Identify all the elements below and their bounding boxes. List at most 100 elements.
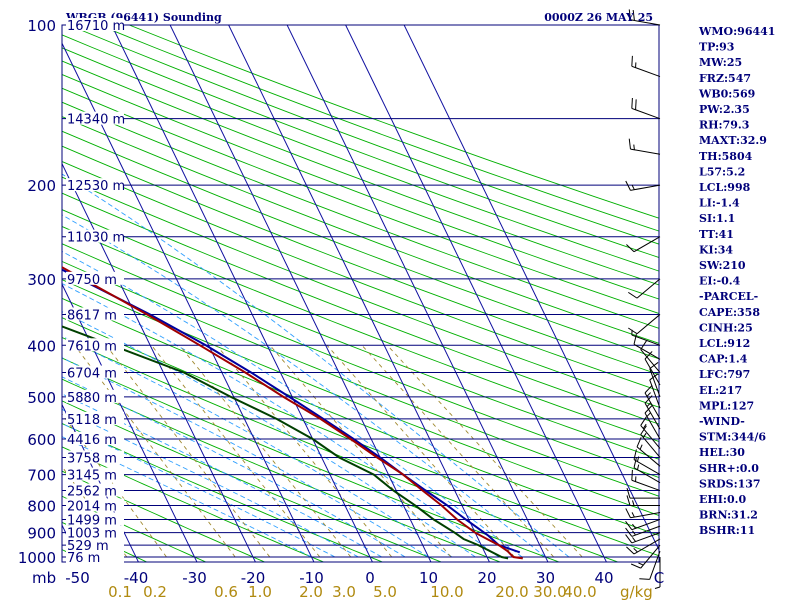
- wind-barb-half-flag: [632, 537, 636, 542]
- pressure-tick-label: 500: [27, 389, 56, 407]
- dry-adiabat: [62, 145, 659, 376]
- pressure-tick-label: 200: [27, 177, 56, 195]
- height-label-bg: [66, 389, 124, 403]
- wind-barb-half-flag: [631, 512, 635, 518]
- wind-barb-shaft: [631, 65, 661, 78]
- pressure-tick-label: 600: [27, 431, 56, 449]
- moist-adiabat: [62, 173, 570, 558]
- mixing-ratio-label: 10.0: [430, 583, 463, 600]
- mixing-ratio-label: 1.0: [248, 583, 272, 600]
- height-label: 14340 m: [67, 113, 125, 128]
- dry-adiabat: [62, 378, 502, 562]
- labels: WBGB (96441) Sounding 0000Z 26 MAY 251002…: [18, 11, 776, 600]
- height-label: 8617 m: [67, 308, 117, 323]
- isotherm: [111, 25, 373, 562]
- wind-barb-flag: [626, 495, 631, 506]
- pressure-tick-label: 900: [27, 525, 56, 543]
- sounding-index: CAPE:358: [699, 306, 760, 319]
- wind-barb-shaft: [644, 358, 661, 386]
- background-lines: [62, 25, 659, 562]
- sounding-index: EL:217: [699, 384, 742, 397]
- sounding-index: MAXT:32.9: [699, 134, 767, 147]
- sounding-index: MPL:127: [699, 399, 754, 412]
- wind-barb-flag: [633, 334, 637, 345]
- wind-barbs: [625, 9, 661, 589]
- wind-barb-half-flag: [639, 444, 643, 450]
- mixing-ratio-line: [216, 345, 393, 558]
- wind-barb-flag: [632, 10, 635, 21]
- wind-barb-half-flag: [646, 392, 651, 397]
- mixing-ratio-label: 0.6: [214, 583, 238, 600]
- wind-barb: [631, 97, 661, 120]
- dry-adiabat: [62, 209, 659, 442]
- height-label-bg: [66, 271, 124, 285]
- sounding-index: STM:344/6: [699, 431, 766, 444]
- height-label: 5118 m: [67, 413, 117, 428]
- height-label-bg: [66, 538, 124, 552]
- dry-adiabat: [62, 317, 659, 557]
- dry-adiabat: [62, 225, 659, 460]
- wind-barb: [626, 538, 661, 555]
- dry-adiabat: [62, 446, 325, 562]
- sounding-time: 0000Z 26 MAY 25: [544, 11, 653, 24]
- wind-barb-shaft: [631, 525, 661, 537]
- sounding-index: -WIND-: [699, 415, 745, 428]
- height-label-bg: [66, 365, 124, 379]
- isotherm: [345, 25, 607, 562]
- wind-barb-shaft: [649, 550, 661, 580]
- height-label-bg: [66, 550, 124, 563]
- wind-barb-half-flag: [632, 500, 635, 506]
- height-label-bg: [66, 483, 124, 497]
- wind-barb-flag: [639, 578, 650, 580]
- height-label: 1003 m: [67, 527, 117, 542]
- wind-barb-shaft: [636, 446, 661, 467]
- wind-barb: [631, 55, 661, 78]
- temperature-trace: [62, 266, 523, 560]
- moist-adiabat: [62, 214, 546, 558]
- sounding-index: TP:93: [699, 41, 734, 54]
- dry-adiabat: [62, 297, 659, 536]
- sounding-index: WB0:569: [698, 87, 755, 100]
- sounding-index: MW:25: [699, 56, 742, 69]
- wind-barb-flag: [625, 508, 631, 518]
- wind-barb: [633, 449, 661, 476]
- wind-barb-flag: [628, 138, 631, 150]
- wind-barb: [649, 362, 661, 398]
- sounding-index: LCL:998: [699, 181, 751, 194]
- profiles: [62, 266, 523, 560]
- temperature-tick-label: -20: [241, 569, 266, 587]
- wind-barb: [630, 544, 661, 569]
- dry-adiabat: [62, 357, 561, 562]
- wind-barb-shaft: [636, 278, 661, 299]
- dry-adiabat: [62, 495, 207, 562]
- wind-barb-flag: [644, 384, 653, 394]
- height-label: 3145 m: [67, 469, 117, 484]
- dry-adiabat: [62, 60, 659, 286]
- wind-barb-flag: [630, 563, 641, 569]
- wind-barb-half-flag: [632, 530, 636, 536]
- moist-adiabat: [62, 335, 453, 558]
- height-label: 2014 m: [67, 499, 117, 514]
- wind-barb: [628, 314, 661, 335]
- dry-adiabat: [62, 34, 659, 258]
- moist-adiabat: [62, 376, 406, 558]
- sounding-index: EHI:0.0: [699, 493, 746, 506]
- isotherm: [169, 25, 432, 562]
- wind-barb: [649, 373, 661, 409]
- wind-barb-shaft: [649, 368, 661, 398]
- dry-adiabat: [62, 243, 659, 479]
- sounding-index: SHR+:0.0: [699, 462, 759, 475]
- wind-barb: [640, 425, 661, 458]
- wind-barb-half-flag: [636, 456, 640, 462]
- height-label-bg: [66, 411, 124, 425]
- sounding-index: L57:5.2: [699, 165, 745, 178]
- wind-barb: [625, 525, 661, 537]
- parcel-trace: [62, 268, 521, 554]
- height-label: 76 m: [67, 551, 100, 566]
- wind-barb-shaft: [640, 544, 661, 569]
- mb-unit-label: mb: [32, 569, 56, 587]
- wind-barb-shaft: [640, 425, 661, 449]
- wind-barb-shaft: [633, 538, 661, 555]
- wind-barb: [626, 236, 661, 253]
- wind-barb-shaft: [631, 334, 661, 346]
